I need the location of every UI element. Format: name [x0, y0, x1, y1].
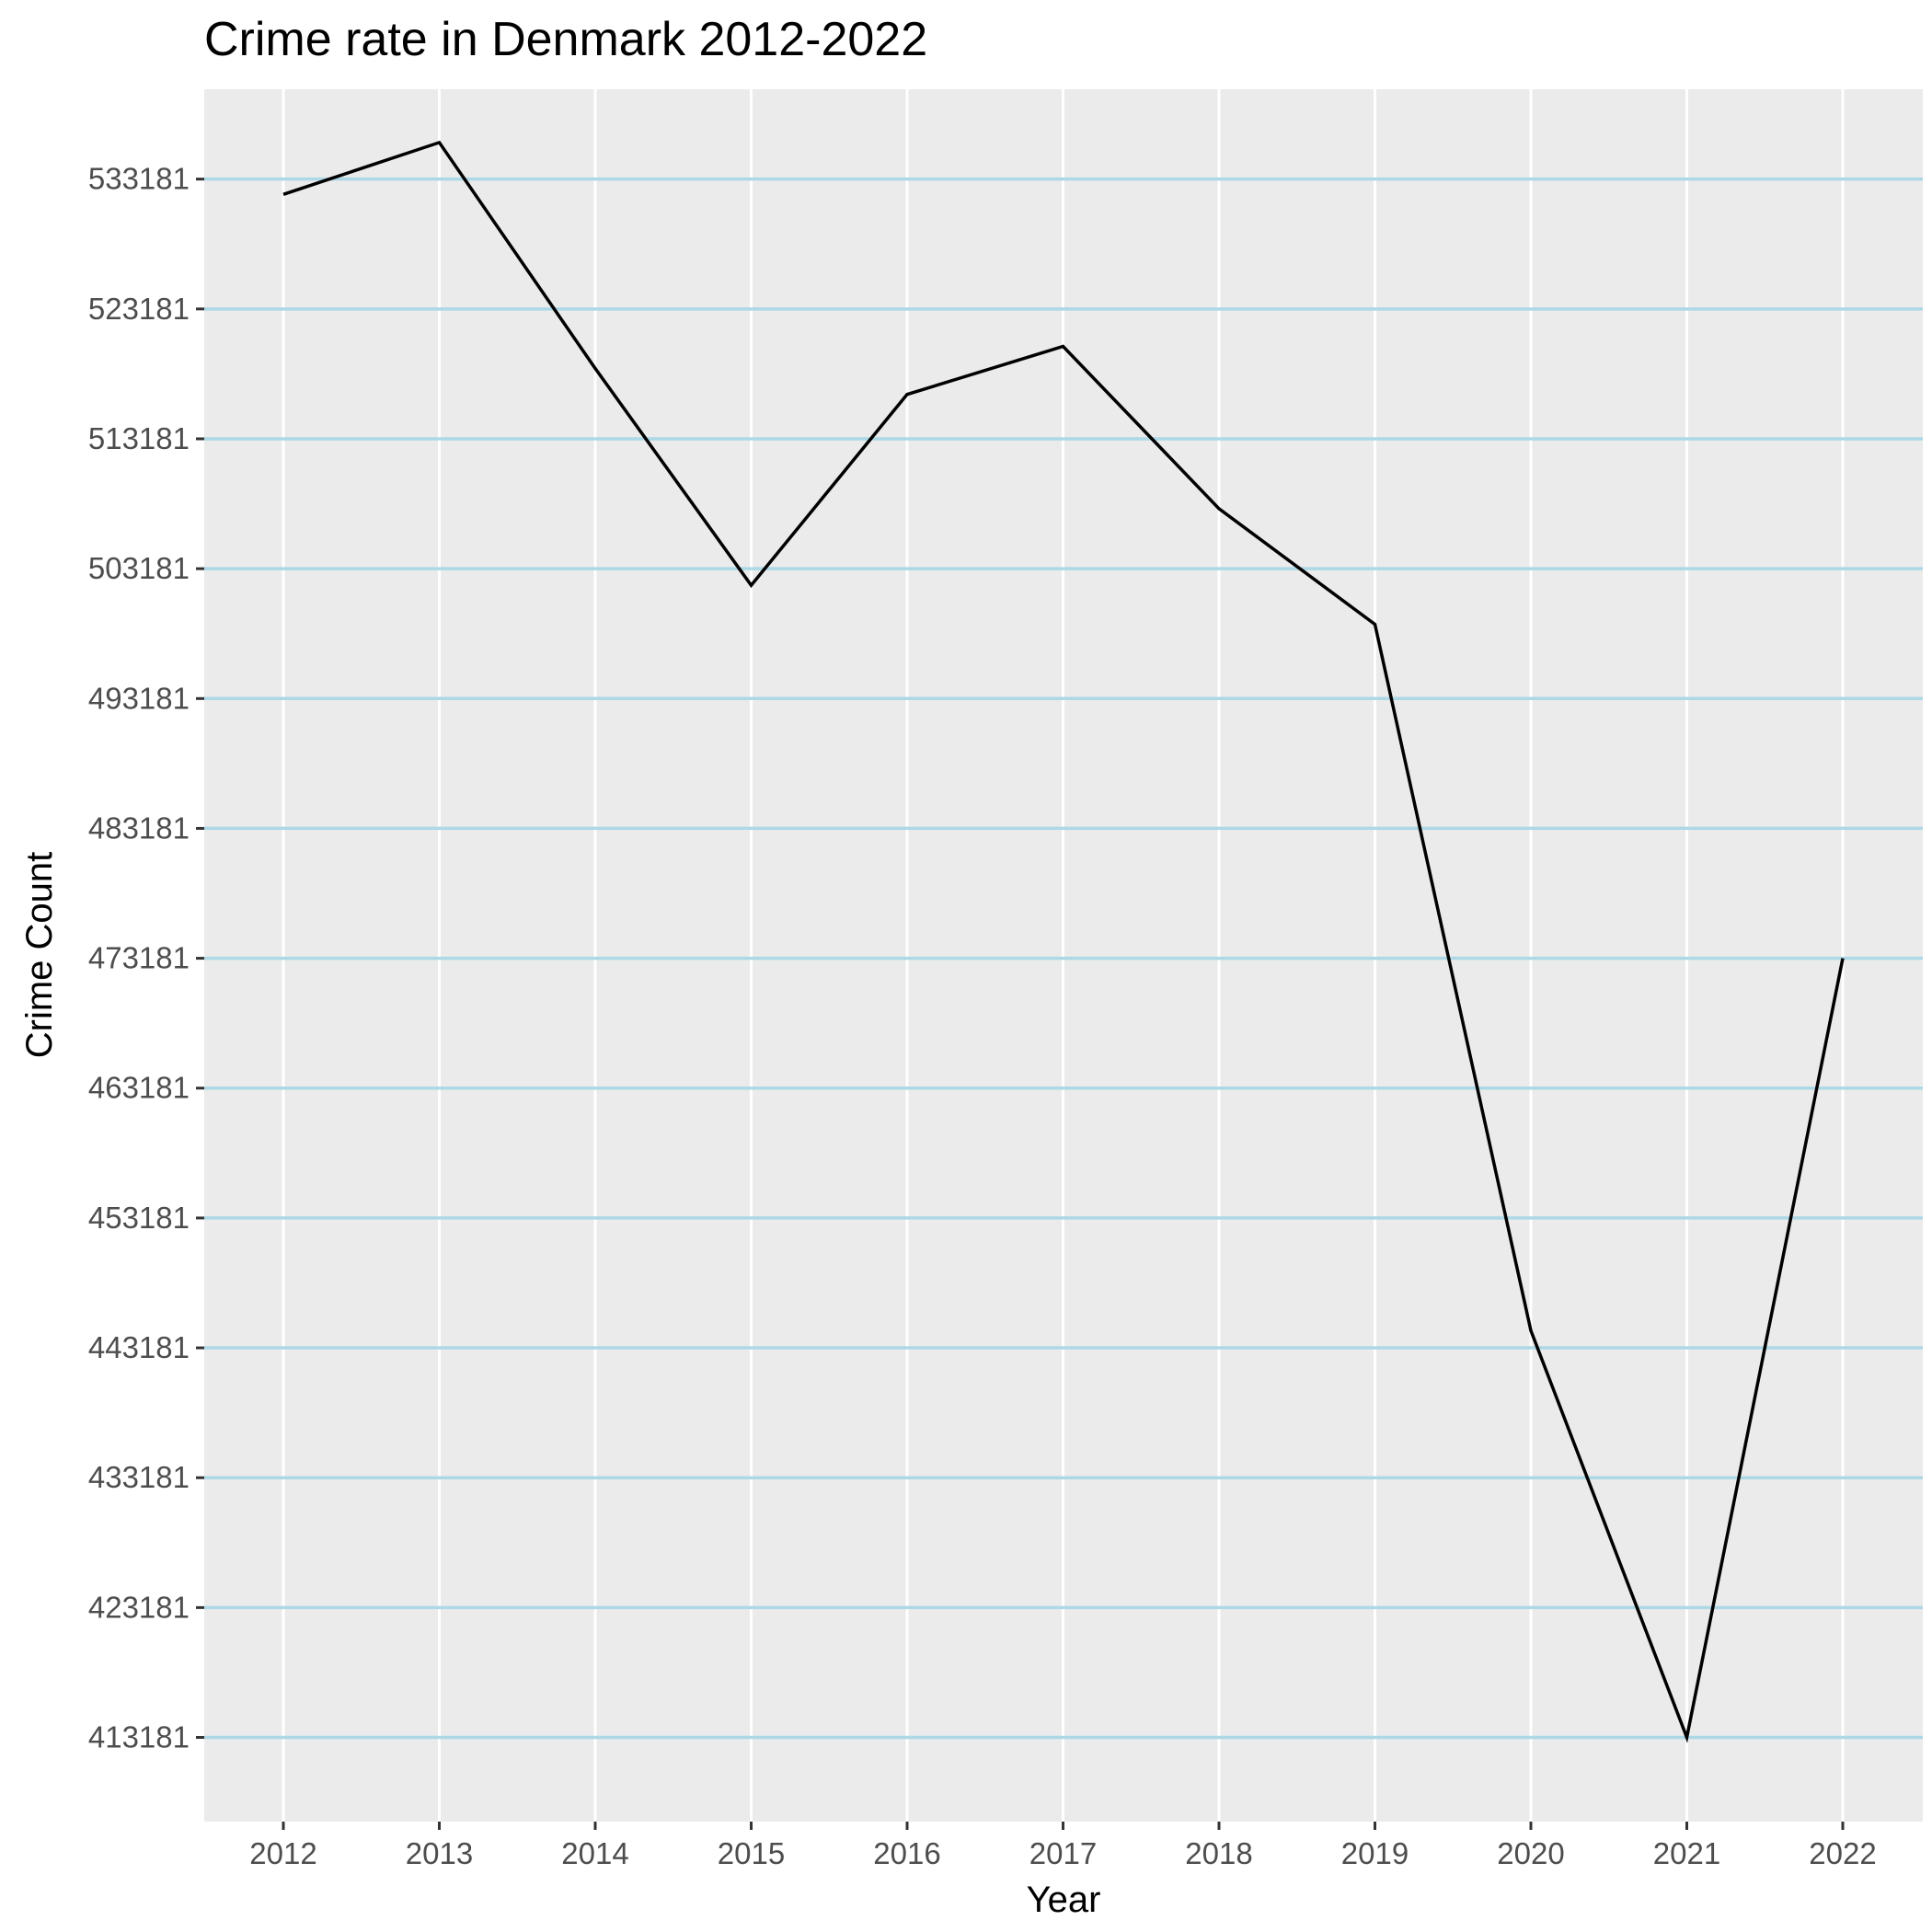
x-tick-label-2015: 2015: [718, 1836, 785, 1870]
x-tick-label-2013: 2013: [406, 1836, 473, 1870]
y-tick-label-453181: 453181: [88, 1201, 190, 1235]
data-point-2014: [595, 368, 596, 369]
y-tick-label-413181: 413181: [88, 1720, 190, 1754]
x-axis: 2012 2013 2014 2015 2016 2017 2018 2019 2020 2021…: [249, 1822, 1877, 1870]
x-axis-title: Year: [1027, 1880, 1101, 1920]
y-tick-label-513181: 513181: [88, 421, 190, 455]
data-point-2018: [1219, 508, 1220, 509]
series-line-0: [282, 140, 1845, 1743]
x-tick-label-2018: 2018: [1185, 1836, 1252, 1870]
x-tick-label-2020: 2020: [1497, 1836, 1564, 1870]
x-tick-label-2022: 2022: [1809, 1836, 1876, 1870]
y-tick-label-503181: 503181: [88, 551, 190, 585]
x-gridlines: [282, 89, 1845, 1822]
data-point-2016: [907, 394, 908, 395]
data-point-2020: [1531, 1330, 1532, 1331]
x-tick-label-2021: 2021: [1653, 1836, 1720, 1870]
x-tick-label-2012: 2012: [249, 1836, 316, 1870]
x-tick-label-2014: 2014: [561, 1836, 628, 1870]
y-tick-label-533181: 533181: [88, 162, 190, 196]
y-tick-label-423181: 423181: [88, 1590, 190, 1624]
data-point-2021: [1686, 1737, 1687, 1738]
data-point-2017: [1063, 346, 1064, 347]
y-tick-label-473181: 473181: [88, 941, 190, 975]
y-tick-label-463181: 463181: [88, 1071, 190, 1105]
y-tick-label-493181: 493181: [88, 681, 190, 715]
y-tick-label-433181: 433181: [88, 1460, 190, 1494]
data-point-2019: [1374, 624, 1375, 625]
data-point-2012: [283, 194, 284, 195]
x-tick-label-2019: 2019: [1341, 1836, 1409, 1870]
y-gridlines: [204, 177, 1923, 1740]
y-tick-label-483181: 483181: [88, 811, 190, 845]
series-layer: [282, 140, 1845, 1743]
y-axis-title: Crime Count: [19, 852, 60, 1059]
data-point-2022: [1843, 958, 1844, 959]
y-tick-label-523181: 523181: [88, 292, 190, 326]
data-point-2015: [751, 585, 752, 586]
y-tick-label-443181: 443181: [88, 1330, 190, 1364]
data-point-2013: [439, 142, 440, 143]
x-tick-label-2017: 2017: [1029, 1836, 1097, 1870]
chart-title: Crime rate in Denmark 2012-2022: [204, 13, 927, 66]
x-tick-label-2016: 2016: [873, 1836, 940, 1870]
y-axis: 413181 423181 433181 443181 453181 463181 4731…: [88, 162, 204, 1754]
